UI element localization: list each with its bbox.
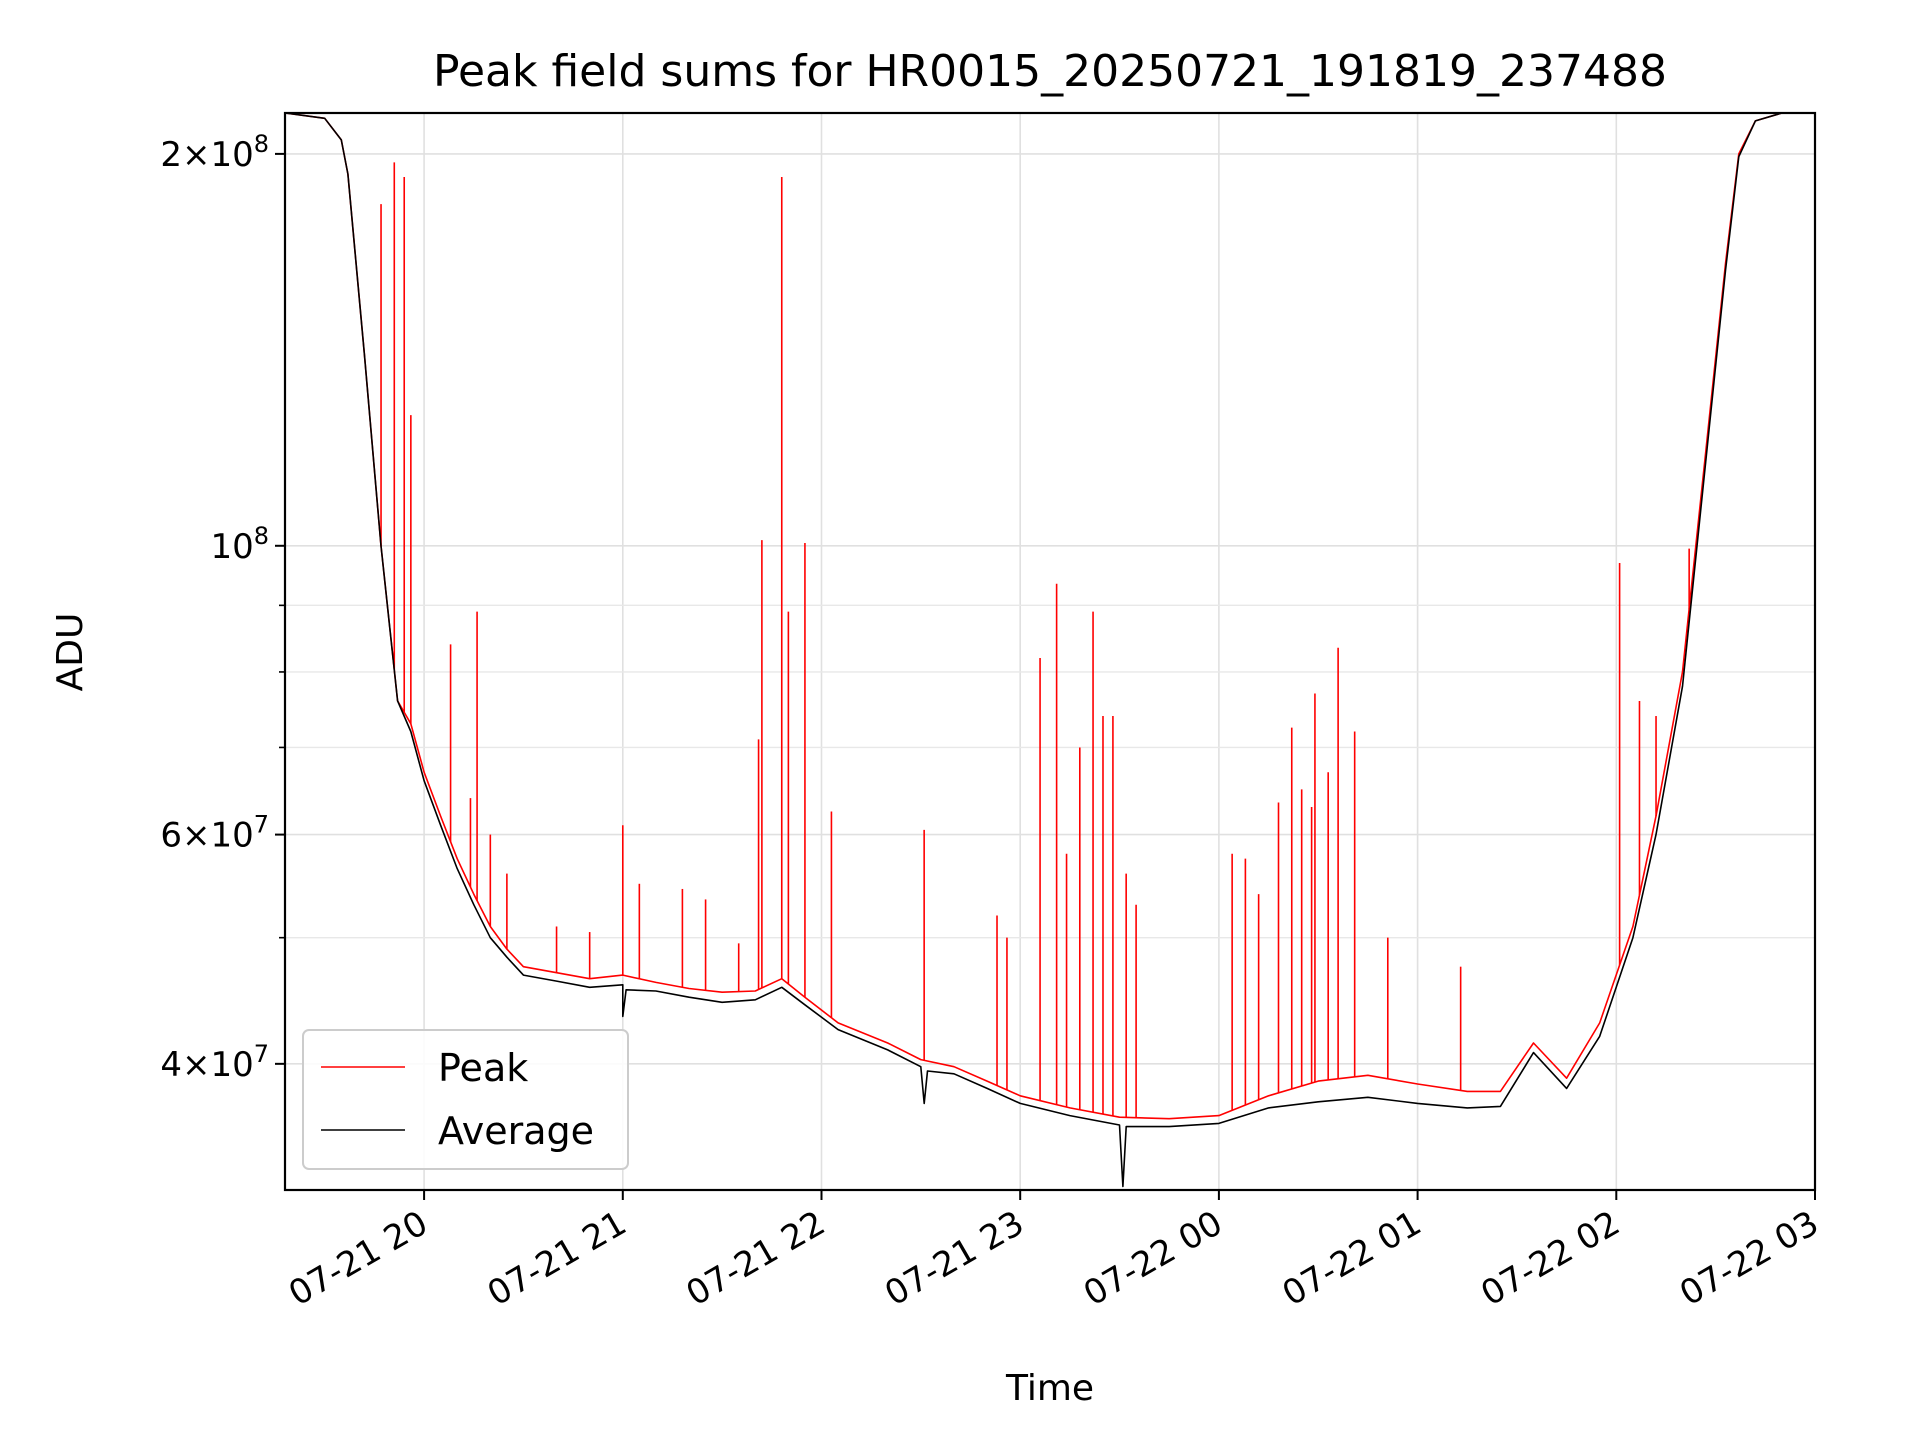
y-tick-label: 6×107 [160, 811, 269, 856]
legend: Peak Average [302, 1029, 629, 1170]
chart-title: Peak field sums for HR0015_20250721_1918… [433, 46, 1667, 97]
y-axis-ticks: 4×107 6×107 108 2×108 [160, 130, 285, 1085]
axes-frame [283, 111, 1817, 1192]
y-tick-label: 108 [210, 522, 269, 567]
legend-label-average: Average [438, 1109, 594, 1153]
x-axis-title: Time [1005, 1368, 1094, 1409]
series-line-average [285, 113, 1815, 1188]
series-layer [285, 113, 1815, 1188]
series-line-peak [285, 113, 1815, 1120]
y-tick-label: 4×107 [160, 1040, 269, 1085]
legend-label-peak: Peak [438, 1046, 528, 1090]
y-tick-label: 2×108 [160, 130, 269, 175]
legend-box [302, 1029, 629, 1170]
y-axis-title: ADU [50, 613, 91, 692]
grid-lines [285, 113, 1816, 1190]
